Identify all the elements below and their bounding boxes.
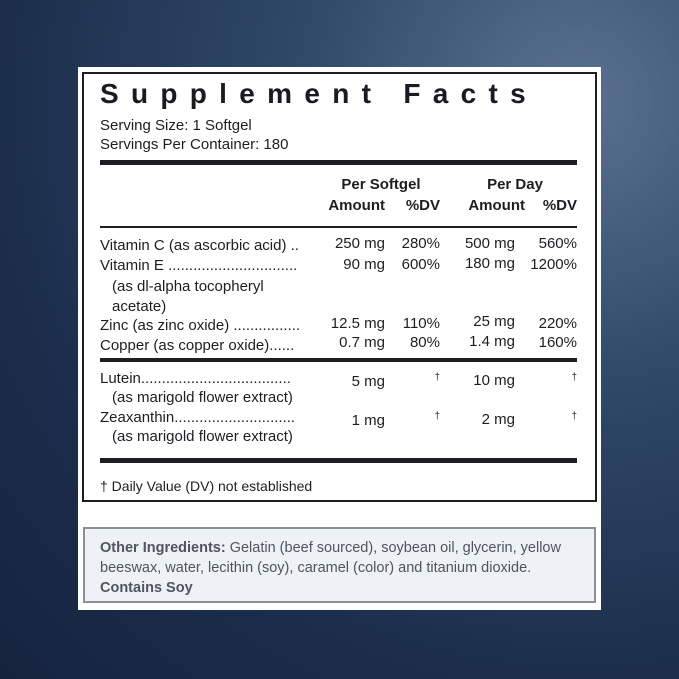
- thick-divider: [100, 458, 577, 463]
- header-day-dv: %DV: [542, 197, 577, 214]
- dagger-mark: †: [434, 372, 440, 383]
- header-per-day: Per Day: [487, 176, 543, 193]
- nutrient-name: Zeaxanthin.............................: [100, 409, 296, 426]
- day-amount: 25 mg: [473, 313, 515, 330]
- nutrient-name: Lutein..................................…: [100, 370, 291, 387]
- amount: 12.5 mg: [330, 315, 385, 332]
- dagger-mark: †: [571, 411, 577, 422]
- other-ingredients-box: [83, 527, 596, 603]
- amount: 5 mg: [351, 373, 385, 390]
- header-dv: %DV: [405, 197, 440, 214]
- day-amount: 1.4 mg: [469, 333, 515, 350]
- day-amount: 500 mg: [464, 235, 515, 252]
- page-title: Supplement Facts: [100, 78, 538, 109]
- thick-divider: [100, 358, 577, 362]
- nutrient-source: (as marigold flower extract): [112, 428, 293, 445]
- day-amount: 10 mg: [473, 372, 515, 389]
- amount: 0.7 mg: [339, 334, 385, 351]
- day-dv: 160%: [538, 334, 577, 351]
- dagger-mark: †: [434, 411, 440, 422]
- nutrient-name: Vitamin E ..............................…: [100, 257, 298, 274]
- header-per-softgel: Per Softgel: [341, 176, 421, 193]
- thick-divider: [100, 160, 577, 165]
- nutrient-name: Copper (as copper oxide)......: [100, 337, 295, 354]
- nutrient-source: (as marigold flower extract): [112, 389, 293, 406]
- nutrient-name: Vitamin C (as ascorbic acid) ..: [100, 237, 299, 254]
- day-dv: 220%: [538, 315, 577, 332]
- nutrient-source: (as dl-alpha tocopheryl: [112, 278, 264, 295]
- header-amount: Amount: [328, 197, 385, 214]
- amount: 250 mg: [334, 235, 385, 252]
- supplement-facts-box: [82, 72, 597, 502]
- dagger-mark: †: [571, 372, 577, 383]
- dv: 280%: [401, 235, 440, 252]
- header-day-amount: Amount: [468, 197, 525, 214]
- day-dv: 1200%: [530, 256, 577, 273]
- amount: 90 mg: [343, 256, 385, 273]
- day-amount: 2 mg: [481, 411, 515, 428]
- day-dv: 560%: [538, 235, 577, 252]
- thin-divider: [100, 226, 577, 228]
- day-amount: 180 mg: [464, 255, 515, 272]
- amount: 1 mg: [351, 412, 385, 429]
- other-ingredients-text: Gelatin (beef sourced), soybean oil, gly…: [100, 540, 561, 576]
- dv: 80%: [409, 334, 440, 351]
- serving-size: Serving Size: 1 Softgel: [100, 117, 252, 134]
- allergen-statement: Contains Soy: [100, 580, 193, 596]
- dv: 600%: [401, 256, 440, 273]
- nutrient-name: Zinc (as zinc oxide) ................: [100, 317, 301, 334]
- other-ingredients: Other Ingredients: Gelatin (beef sourced…: [100, 538, 580, 598]
- other-ingredients-label: Other Ingredients:: [100, 540, 226, 556]
- dv: 110%: [402, 315, 440, 332]
- nutrient-source: acetate): [112, 298, 167, 315]
- footnote: † Daily Value (DV) not established: [100, 478, 313, 494]
- servings-per-container: Servings Per Container: 180: [100, 136, 289, 153]
